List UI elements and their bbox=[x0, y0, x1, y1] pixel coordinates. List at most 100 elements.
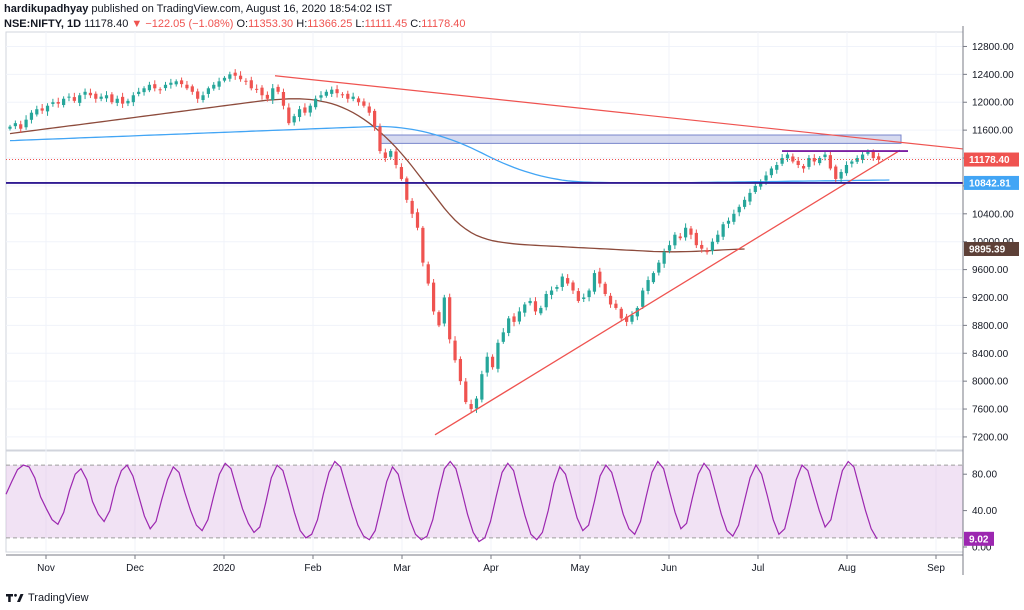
candle-body[interactable] bbox=[560, 276, 564, 287]
candle-body[interactable] bbox=[485, 356, 489, 373]
candle-body[interactable] bbox=[571, 282, 575, 291]
candle-body[interactable] bbox=[496, 342, 500, 369]
candle-body[interactable] bbox=[480, 374, 484, 400]
candle-body[interactable] bbox=[297, 109, 302, 118]
candle-body[interactable] bbox=[576, 291, 580, 301]
candle-body[interactable] bbox=[383, 152, 387, 159]
candle-body[interactable] bbox=[346, 93, 350, 99]
candle-body[interactable] bbox=[314, 98, 318, 108]
candle-body[interactable] bbox=[796, 160, 800, 165]
candle-body[interactable] bbox=[812, 158, 816, 162]
candle-body[interactable] bbox=[490, 356, 495, 368]
candle-body[interactable] bbox=[437, 312, 441, 326]
candle-body[interactable] bbox=[850, 161, 854, 164]
candle-body[interactable] bbox=[147, 84, 152, 91]
candle-body[interactable] bbox=[308, 105, 312, 113]
candle-body[interactable] bbox=[94, 93, 98, 99]
candle-body[interactable] bbox=[324, 91, 328, 96]
candle-body[interactable] bbox=[45, 105, 50, 112]
candle-body[interactable] bbox=[163, 84, 168, 89]
candle-body[interactable] bbox=[367, 106, 371, 113]
ascending-trendline[interactable] bbox=[434, 149, 901, 436]
candle-body[interactable] bbox=[523, 304, 527, 313]
candle-body[interactable] bbox=[206, 88, 211, 94]
candle-body[interactable] bbox=[303, 107, 307, 113]
candle-body[interactable] bbox=[700, 244, 704, 249]
candle-body[interactable] bbox=[828, 155, 832, 169]
candle-body[interactable] bbox=[228, 74, 232, 79]
candle-body[interactable] bbox=[855, 158, 859, 162]
drawings[interactable] bbox=[6, 75, 964, 436]
candle-body[interactable] bbox=[860, 154, 865, 160]
candle-body[interactable] bbox=[748, 192, 752, 202]
candle-body[interactable] bbox=[689, 228, 693, 235]
candle-body[interactable] bbox=[362, 101, 366, 106]
candle-body[interactable] bbox=[260, 87, 264, 96]
candle-body[interactable] bbox=[244, 80, 248, 82]
candle-body[interactable] bbox=[710, 241, 715, 251]
candle-body[interactable] bbox=[785, 154, 790, 159]
candle-body[interactable] bbox=[185, 84, 189, 89]
candle-body[interactable] bbox=[801, 165, 806, 169]
candle-body[interactable] bbox=[179, 80, 184, 85]
price-axis[interactable]: 12800.0012400.0012000.0011600.0011200.00… bbox=[962, 26, 1019, 575]
candle-body[interactable] bbox=[394, 151, 398, 165]
candle-body[interactable] bbox=[99, 96, 103, 99]
candle-body[interactable] bbox=[474, 398, 479, 409]
candle-body[interactable] bbox=[222, 77, 227, 81]
candle-body[interactable] bbox=[667, 245, 672, 251]
candle-body[interactable] bbox=[614, 303, 618, 308]
candle-body[interactable] bbox=[877, 156, 881, 160]
candle-body[interactable] bbox=[217, 81, 221, 87]
tradingview-brand[interactable]: TradingView bbox=[28, 592, 89, 604]
candle-body[interactable] bbox=[544, 293, 548, 308]
candle-body[interactable] bbox=[190, 86, 194, 92]
candle-body[interactable] bbox=[373, 110, 377, 127]
candle-body[interactable] bbox=[694, 232, 698, 246]
rsi-pane[interactable] bbox=[5, 460, 963, 543]
candle-body[interactable] bbox=[823, 154, 827, 158]
candle-body[interactable] bbox=[630, 314, 634, 322]
candle-body[interactable] bbox=[737, 206, 741, 213]
candle-body[interactable] bbox=[507, 318, 511, 333]
candle-body[interactable] bbox=[834, 166, 838, 179]
candle-body[interactable] bbox=[131, 95, 135, 103]
candle-body[interactable] bbox=[281, 91, 286, 106]
candle-body[interactable] bbox=[410, 200, 414, 214]
candle-body[interactable] bbox=[716, 234, 720, 243]
candle-body[interactable] bbox=[678, 236, 682, 239]
candle-body[interactable] bbox=[501, 332, 505, 342]
candle-body[interactable] bbox=[8, 126, 12, 129]
candle-body[interactable] bbox=[126, 100, 130, 104]
candle-body[interactable] bbox=[56, 102, 60, 104]
candle-body[interactable] bbox=[67, 96, 71, 98]
candle-body[interactable] bbox=[137, 91, 141, 95]
candle-body[interactable] bbox=[587, 290, 591, 298]
candle-body[interactable] bbox=[78, 95, 82, 103]
time-axis[interactable]: Nov Dec 2020 Feb Mar Apr May Jun Jul Aug Sep bbox=[6, 554, 963, 574]
candle-body[interactable] bbox=[442, 297, 446, 324]
candle-body[interactable] bbox=[13, 123, 17, 127]
candle-body[interactable] bbox=[673, 234, 677, 246]
candle-body[interactable] bbox=[110, 94, 114, 103]
candle-body[interactable] bbox=[625, 316, 629, 322]
candle-body[interactable] bbox=[844, 164, 849, 174]
candle-body[interactable] bbox=[533, 301, 538, 312]
candle-body[interactable] bbox=[426, 264, 430, 284]
candle-body[interactable] bbox=[469, 404, 473, 410]
candle-body[interactable] bbox=[389, 151, 393, 157]
candle-body[interactable] bbox=[287, 107, 291, 124]
candle-body[interactable] bbox=[51, 102, 55, 104]
candle-body[interactable] bbox=[265, 94, 269, 99]
candle-body[interactable] bbox=[62, 98, 66, 106]
candle-body[interactable] bbox=[35, 109, 39, 115]
candle-body[interactable] bbox=[72, 97, 76, 101]
candle-body[interactable] bbox=[448, 297, 452, 340]
candle-body[interactable] bbox=[662, 252, 666, 264]
candle-body[interactable] bbox=[721, 224, 725, 237]
candle-body[interactable] bbox=[566, 278, 570, 284]
candle-body[interactable] bbox=[340, 94, 345, 96]
candle-body[interactable] bbox=[415, 212, 420, 228]
candle-body[interactable] bbox=[212, 84, 216, 89]
